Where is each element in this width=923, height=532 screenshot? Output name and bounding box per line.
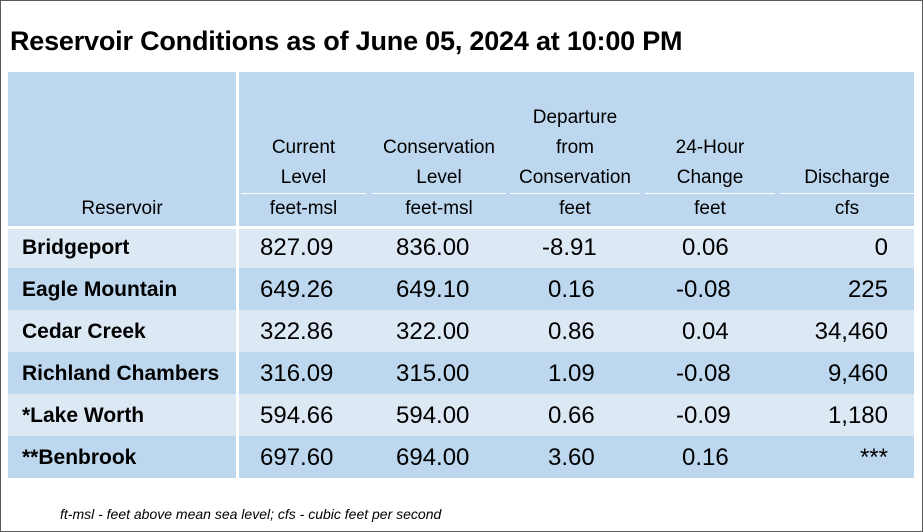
header-departure-line3: Conservation — [519, 167, 631, 188]
conservation-level: 836.00 — [396, 234, 470, 261]
discharge-value: 34,460 — [814, 318, 888, 345]
change-value: 0.16 — [682, 444, 729, 471]
conservation-level: 315.00 — [396, 360, 470, 387]
conservation-level: 694.00 — [396, 444, 470, 471]
header-24hr-change: 24-Hour Change feet — [645, 72, 775, 226]
discharge-value: 0 — [874, 234, 888, 261]
change-value: 0.04 — [682, 318, 729, 345]
discharge-value: 1,180 — [827, 402, 888, 429]
table-row: Cedar Creek 322.86 322.00 0.86 0.04 34,4… — [8, 310, 914, 352]
header-change-unit: feet — [645, 193, 775, 224]
footnote: ft-msl - feet above mean sea level; cfs … — [60, 506, 442, 522]
table-body: Bridgeport 827.09 836.00 -8.91 0.06 0 Ea… — [8, 226, 914, 478]
page-title: Reservoir Conditions as of June 05, 2024… — [10, 26, 683, 56]
table-row: Eagle Mountain 649.26 649.10 0.16 -0.08 … — [8, 268, 914, 310]
header-conservation-unit: feet-msl — [372, 193, 506, 224]
change-value: -0.08 — [676, 360, 731, 387]
current-level: 649.26 — [260, 276, 334, 303]
departure-value: 0.86 — [548, 318, 595, 345]
reservoir-name: **Benbrook — [22, 446, 137, 469]
header-departure-line2: from — [556, 137, 594, 158]
header-current-level: Current Level feet-msl — [241, 72, 366, 226]
departure-value: -8.91 — [542, 234, 597, 261]
departure-value: 3.60 — [548, 444, 595, 471]
reservoir-name: Richland Chambers — [22, 362, 220, 385]
header-departure-unit: feet — [510, 193, 640, 224]
change-value: 0.06 — [682, 234, 729, 261]
reservoir-name: Bridgeport — [22, 236, 130, 259]
table-row: *Lake Worth 594.66 594.00 0.66 -0.09 1,1… — [8, 394, 914, 436]
header-conservation-level: Conservation Level feet-msl — [372, 72, 506, 226]
header-reservoir-label: Reservoir — [81, 198, 163, 219]
table-row: **Benbrook 697.60 694.00 3.60 0.16 *** — [8, 436, 914, 478]
reservoir-name: Cedar Creek — [22, 320, 146, 343]
discharge-value: *** — [859, 444, 888, 471]
departure-value: 0.66 — [548, 402, 595, 429]
header-departure-line1: Departure — [532, 107, 618, 128]
header-departure: Departure from Conservation feet — [510, 72, 640, 226]
current-level: 322.86 — [260, 318, 334, 345]
current-level: 316.09 — [260, 360, 334, 387]
departure-value: 1.09 — [548, 360, 595, 387]
departure-value: 0.16 — [548, 276, 595, 303]
change-value: -0.08 — [676, 276, 731, 303]
column-divider — [236, 72, 239, 480]
table-row: Bridgeport 827.09 836.00 -8.91 0.06 0 — [8, 226, 914, 268]
header-discharge-line1: Discharge — [804, 167, 890, 188]
header-discharge-unit: cfs — [780, 193, 914, 224]
header-change-line2: Change — [676, 167, 744, 188]
change-value: -0.09 — [676, 402, 731, 429]
header-divider — [8, 226, 914, 229]
table-header: Reservoir Current Level feet-msl Conserv… — [8, 72, 914, 226]
header-current-line2: Level — [280, 167, 327, 188]
header-current-line1: Current — [271, 137, 336, 158]
current-level: 697.60 — [260, 444, 334, 471]
discharge-value: 225 — [847, 276, 888, 303]
reservoir-name: Eagle Mountain — [22, 278, 178, 301]
current-level: 827.09 — [260, 234, 334, 261]
current-level: 594.66 — [260, 402, 334, 429]
header-conservation-line2: Level — [416, 167, 462, 188]
header-conservation-line1: Conservation — [383, 137, 495, 158]
conservation-level: 322.00 — [396, 318, 470, 345]
header-change-line1: 24-Hour — [675, 137, 745, 158]
table-row: Richland Chambers 316.09 315.00 1.09 -0.… — [8, 352, 914, 394]
header-current-unit: feet-msl — [241, 193, 366, 224]
reservoir-table: Reservoir Current Level feet-msl Conserv… — [8, 72, 914, 480]
conservation-level: 649.10 — [396, 276, 470, 303]
conservation-level: 594.00 — [396, 402, 470, 429]
reservoir-name: *Lake Worth — [22, 404, 145, 427]
discharge-value: 9,460 — [827, 360, 888, 387]
header-reservoir: Reservoir — [8, 72, 236, 226]
header-discharge: Discharge cfs — [780, 72, 914, 226]
